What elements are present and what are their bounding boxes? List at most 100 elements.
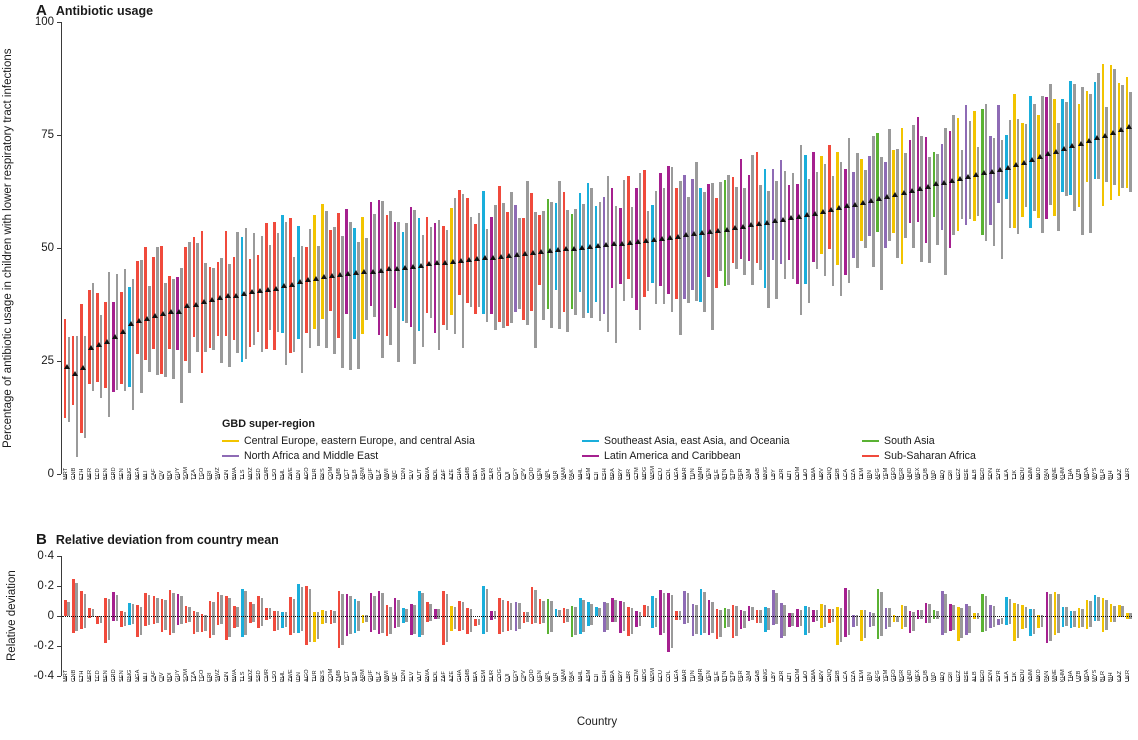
point-estimate-marker xyxy=(281,283,288,289)
x-tick-mark xyxy=(677,474,679,479)
x-tick-mark xyxy=(492,676,494,681)
point-estimate-marker xyxy=(433,260,440,266)
point-estimate-marker xyxy=(297,278,304,284)
x-tick-label: MWI xyxy=(384,468,391,480)
deviation-uncertainty-bar xyxy=(308,588,312,643)
y-tick-label: 0·4 xyxy=(37,550,54,562)
x-tick-label: IRN xyxy=(867,672,874,682)
region-interval-bar xyxy=(755,151,759,264)
x-tick-label: PSE xyxy=(963,670,970,683)
x-tick-mark xyxy=(653,676,655,681)
deviation-uncertainty-bar xyxy=(228,598,231,638)
point-estimate-marker xyxy=(1101,132,1108,138)
point-estimate-marker xyxy=(997,166,1004,172)
uncertainty-interval-bar xyxy=(228,264,232,368)
deviation-bar xyxy=(329,610,333,624)
deviation-uncertainty-bar xyxy=(968,605,972,633)
y-tick-label: 100 xyxy=(34,16,54,28)
x-tick-label: BTN xyxy=(722,468,729,481)
point-estimate-marker xyxy=(1125,124,1132,130)
x-tick-mark xyxy=(645,676,647,681)
point-estimate-marker xyxy=(425,261,432,267)
deviation-uncertainty-bar xyxy=(928,604,931,623)
point-estimate-marker xyxy=(329,272,336,278)
legend-swatch-icon xyxy=(582,439,599,443)
x-tick-label: BTN xyxy=(722,670,729,683)
y-tick-mark xyxy=(57,556,61,557)
uncertainty-interval-bar xyxy=(83,336,87,438)
x-tick-label: NIC xyxy=(392,672,399,682)
deviation-uncertainty-bar xyxy=(389,606,392,634)
uncertainty-interval-bar xyxy=(333,227,336,354)
deviation-uncertainty-bar xyxy=(1008,599,1012,625)
x-tick-label: DMA xyxy=(810,669,817,682)
region-interval-bar xyxy=(417,218,421,331)
x-tick-mark xyxy=(757,474,759,479)
uncertainty-interval-bar xyxy=(863,169,867,249)
region-interval-bar xyxy=(1077,104,1081,208)
uncertainty-interval-bar xyxy=(928,157,931,264)
x-tick-mark xyxy=(1119,676,1121,681)
uncertainty-interval-bar xyxy=(461,194,465,348)
x-tick-mark xyxy=(492,474,494,479)
x-tick-mark xyxy=(154,474,156,479)
point-estimate-marker xyxy=(63,363,70,369)
x-tick-mark xyxy=(218,474,220,479)
x-tick-label: TUN xyxy=(690,670,697,682)
point-estimate-marker xyxy=(884,193,891,199)
x-tick-mark xyxy=(508,474,510,479)
x-tick-label: CAF xyxy=(151,670,158,683)
x-tick-mark xyxy=(894,676,896,681)
point-estimate-marker xyxy=(490,254,497,260)
x-tick-mark xyxy=(82,676,84,681)
x-tick-label: NER xyxy=(86,669,93,682)
deviation-bar xyxy=(957,606,960,641)
region-interval-bar xyxy=(972,111,976,222)
x-tick-label: LSO xyxy=(271,670,278,683)
x-tick-label: PHL xyxy=(279,670,286,682)
x-tick-mark xyxy=(331,474,333,479)
deviation-bar xyxy=(981,594,984,633)
deviation-uncertainty-bar xyxy=(646,606,650,618)
deviation-uncertainty-bar xyxy=(711,601,714,634)
deviation-uncertainty-bar xyxy=(188,607,191,623)
x-tick-mark xyxy=(870,474,872,479)
point-estimate-marker xyxy=(635,238,642,244)
deviation-bar xyxy=(1101,597,1105,632)
x-tick-mark xyxy=(403,676,405,681)
x-tick-label: UGA xyxy=(674,467,681,480)
x-tick-label: BOL xyxy=(432,468,439,481)
region-interval-bar xyxy=(779,160,783,265)
point-estimate-marker xyxy=(659,236,666,241)
point-estimate-marker xyxy=(538,249,545,255)
x-tick-label: LCA xyxy=(842,670,849,682)
point-estimate-marker xyxy=(393,265,400,271)
x-tick-mark xyxy=(613,474,615,479)
point-estimate-marker xyxy=(216,294,223,300)
point-estimate-marker xyxy=(675,233,682,239)
deviation-bar xyxy=(948,603,952,632)
deviation-bar xyxy=(1093,594,1097,622)
point-estimate-marker xyxy=(803,212,810,218)
deviation-uncertainty-bar xyxy=(590,603,593,625)
x-tick-label: GMB xyxy=(464,668,471,682)
x-tick-label: ROU xyxy=(1019,669,1026,682)
x-tick-mark xyxy=(942,474,944,479)
deviation-uncertainty-bar xyxy=(863,610,867,639)
x-tick-mark xyxy=(98,474,100,479)
x-tick-mark xyxy=(130,474,132,479)
deviation-bar xyxy=(731,605,735,639)
region-interval-bar xyxy=(723,180,727,287)
panel-a-data-bars xyxy=(62,22,1133,474)
x-tick-mark xyxy=(621,474,623,479)
x-tick-mark xyxy=(387,676,389,681)
x-tick-label: IRN xyxy=(867,470,874,480)
deviation-bar xyxy=(337,591,341,648)
uncertainty-interval-bar xyxy=(204,262,207,352)
x-tick-label: COD xyxy=(529,467,536,480)
x-tick-mark xyxy=(532,474,534,479)
point-estimate-marker xyxy=(240,290,247,296)
x-tick-label: BFA xyxy=(472,469,479,480)
legend-items: Central Europe, eastern Europe, and cent… xyxy=(222,435,1138,462)
x-tick-mark xyxy=(460,474,462,479)
